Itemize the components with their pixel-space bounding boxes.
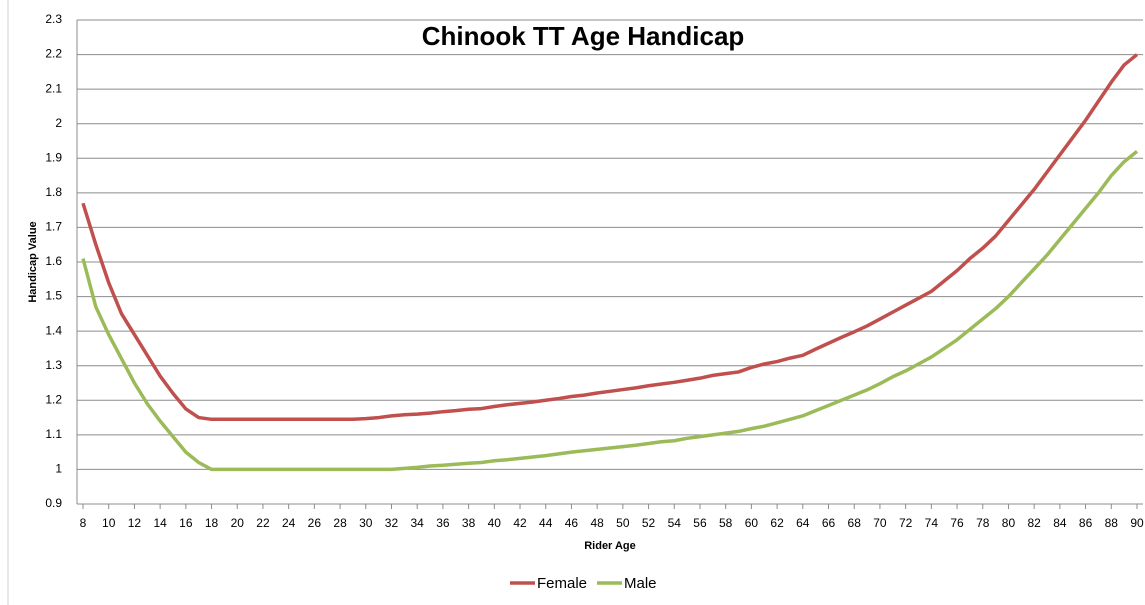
x-tick-label: 36 <box>436 516 450 530</box>
x-tick-label: 32 <box>385 516 399 530</box>
x-tick-label: 76 <box>950 516 964 530</box>
y-tick-label: 2.2 <box>45 47 62 61</box>
legend-label: Male <box>624 575 657 592</box>
y-tick-label: 2 <box>55 116 62 130</box>
y-tick-label: 1.3 <box>45 358 62 372</box>
x-tick-label: 90 <box>1130 516 1144 530</box>
y-tick-label: 2.3 <box>45 12 62 26</box>
x-tick-label: 88 <box>1105 516 1119 530</box>
y-tick-label: 1 <box>55 462 62 476</box>
x-tick-label: 52 <box>642 516 656 530</box>
x-tick-label: 56 <box>693 516 707 530</box>
x-tick-label: 38 <box>462 516 476 530</box>
x-tick-label: 58 <box>719 516 733 530</box>
y-tick-label: 1.1 <box>45 427 62 441</box>
x-tick-label: 82 <box>1027 516 1041 530</box>
y-tick-label: 1.5 <box>45 289 62 303</box>
y-axis-title: Handicap Value <box>27 221 39 302</box>
x-tick-label: 48 <box>590 516 604 530</box>
y-tick-label: 2.1 <box>45 81 62 95</box>
x-tick-label: 20 <box>231 516 245 530</box>
series-line <box>81 150 1139 472</box>
y-tick-label: 1.2 <box>45 392 62 406</box>
x-tick-label: 68 <box>848 516 862 530</box>
x-tick-label: 60 <box>745 516 759 530</box>
x-tick-label: 34 <box>411 516 425 530</box>
x-tick-label: 64 <box>796 516 810 530</box>
x-tick-label: 50 <box>616 516 630 530</box>
x-tick-label: 70 <box>873 516 887 530</box>
x-tick-label: 16 <box>179 516 193 530</box>
x-tick-label: 22 <box>256 516 270 530</box>
x-tick-label: 24 <box>282 516 296 530</box>
chart-title: Chinook TT Age Handicap <box>422 21 745 51</box>
x-tick-label: 40 <box>488 516 502 530</box>
legend-label: Female <box>537 575 587 592</box>
x-tick-label: 14 <box>153 516 167 530</box>
y-tick-label: 1.4 <box>45 323 62 337</box>
x-tick-label: 80 <box>1002 516 1016 530</box>
x-tick-label: 78 <box>976 516 990 530</box>
y-tick-label: 0.9 <box>45 496 62 510</box>
y-tick-label: 1.7 <box>45 220 62 234</box>
x-tick-label: 30 <box>359 516 373 530</box>
x-tick-label: 62 <box>770 516 784 530</box>
x-tick-label: 26 <box>308 516 322 530</box>
x-tick-label: 10 <box>102 516 116 530</box>
x-tick-label: 8 <box>80 516 87 530</box>
x-tick-label: 66 <box>822 516 836 530</box>
x-tick-label: 84 <box>1053 516 1067 530</box>
x-tick-label: 74 <box>925 516 939 530</box>
x-axis-title: Rider Age <box>584 540 636 552</box>
x-tick-label: 18 <box>205 516 219 530</box>
y-tick-label: 1.8 <box>45 185 62 199</box>
y-tick-label: 1.9 <box>45 150 62 164</box>
x-tick-label: 42 <box>513 516 527 530</box>
series-line <box>81 53 1139 422</box>
x-tick-label: 86 <box>1079 516 1093 530</box>
x-tick-label: 72 <box>899 516 913 530</box>
x-tick-label: 44 <box>539 516 553 530</box>
x-tick-label: 54 <box>668 516 682 530</box>
x-tick-label: 12 <box>128 516 142 530</box>
x-tick-label: 28 <box>333 516 347 530</box>
x-tick-label: 46 <box>565 516 579 530</box>
y-tick-label: 1.6 <box>45 254 62 268</box>
